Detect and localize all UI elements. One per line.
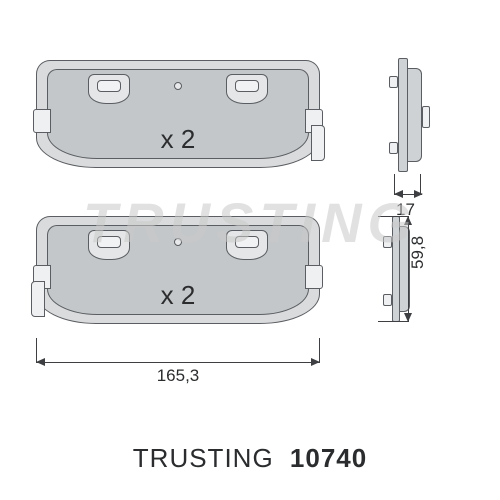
profile-backing xyxy=(392,216,400,322)
arrow-left-icon xyxy=(394,190,403,198)
pad-slot-right xyxy=(226,230,268,260)
pad-center-hole xyxy=(174,82,182,90)
dim-line xyxy=(36,362,320,363)
dim-extension-line xyxy=(420,174,452,194)
brand-name: TRUSTING xyxy=(133,443,274,473)
wear-indicator xyxy=(31,281,45,317)
product-label: TRUSTING 10740 xyxy=(0,443,500,474)
dim-line xyxy=(408,216,409,322)
width-value: 165,3 xyxy=(36,366,320,386)
profile-clip xyxy=(389,142,398,154)
profile-friction xyxy=(408,68,422,162)
pad-backing-plate: x 2 xyxy=(36,216,320,324)
profile-clip xyxy=(422,106,430,128)
quantity-label: x 2 xyxy=(161,280,196,311)
arrow-up-icon xyxy=(404,216,412,225)
pad-friction-surface: x 2 xyxy=(47,69,309,159)
width-dimension: 165,3 xyxy=(36,356,320,382)
front-views-column: x 2 x 2 xyxy=(24,40,334,380)
pad-slot-left xyxy=(88,230,130,260)
pad-slot-left xyxy=(88,74,130,104)
height-value: 59,8 xyxy=(408,236,428,269)
brake-pad-diagram: TRUSTING x 2 x xyxy=(24,40,476,380)
arrow-down-icon xyxy=(404,313,412,322)
quantity-label: x 2 xyxy=(161,124,196,155)
pad-clip-left xyxy=(33,109,51,133)
pad-friction-surface: x 2 xyxy=(47,225,309,315)
brake-pad-front-bottom: x 2 xyxy=(24,206,334,336)
wear-indicator xyxy=(311,125,325,161)
pad-center-hole xyxy=(174,238,182,246)
profile-clip xyxy=(389,76,398,88)
brake-pad-top-profile xyxy=(394,52,450,182)
pad-backing-plate: x 2 xyxy=(36,60,320,168)
pad-clip-right xyxy=(305,265,323,289)
brake-pad-front-top: x 2 xyxy=(24,50,334,180)
height-dimension: 59,8 xyxy=(400,216,446,322)
arrow-left-icon xyxy=(36,358,45,366)
part-number: 10740 xyxy=(290,443,367,473)
arrow-right-icon xyxy=(414,190,423,198)
pad-slot-right xyxy=(226,74,268,104)
arrow-right-icon xyxy=(311,358,320,366)
profile-clip xyxy=(383,236,392,248)
profile-clip xyxy=(383,294,392,306)
profile-backing xyxy=(398,58,408,172)
